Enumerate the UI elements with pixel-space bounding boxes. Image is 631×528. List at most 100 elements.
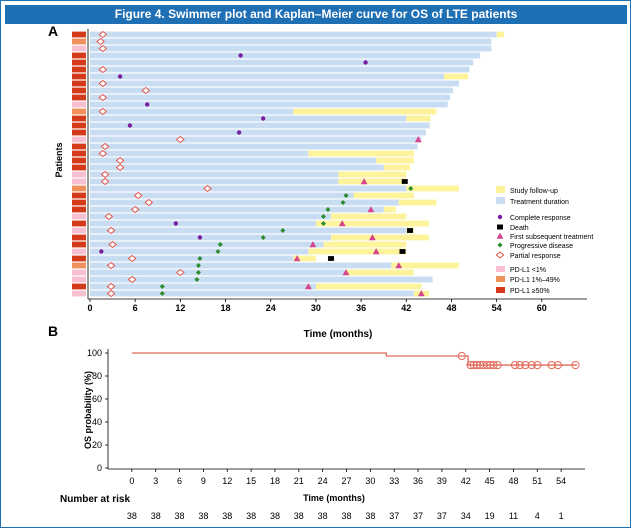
km-censor-mark — [533, 360, 542, 370]
treatment-bar — [90, 262, 392, 269]
complete-response-marker — [173, 221, 179, 226]
km-censor-mark — [493, 360, 502, 370]
first-treatment-marker — [372, 248, 380, 255]
km-y-tick-label: 60 — [92, 394, 102, 404]
km-censor-mark — [466, 360, 475, 370]
pdl1-marker — [72, 220, 86, 227]
complete-response-marker — [197, 235, 203, 240]
swimmer-x-tick-label: 42 — [401, 303, 411, 313]
km-x-tick-label: 48 — [508, 476, 518, 486]
km-survival-line — [131, 352, 578, 366]
risk-count: 37 — [413, 511, 423, 521]
km-y-tick-label: 100 — [87, 348, 102, 358]
first-treatment-marker — [309, 241, 317, 248]
treatment-bar — [90, 290, 414, 297]
treatment-bar — [90, 108, 294, 115]
swimmer-x-tick-label: 24 — [266, 303, 276, 313]
partial-response-marker — [108, 240, 117, 249]
swimmer-y-label: Patients — [54, 142, 64, 177]
km-censor-mark — [547, 360, 556, 370]
km-censor-mark — [515, 360, 524, 370]
progressive-disease-marker — [260, 235, 266, 240]
partial-response-marker — [98, 79, 108, 88]
km-x-tick-label: 3 — [153, 476, 158, 486]
pdl1-marker — [72, 192, 86, 199]
treatment-bar — [90, 241, 324, 248]
progressive-disease-marker — [215, 249, 221, 254]
pdl1-marker — [72, 45, 86, 52]
panel-a-label: A — [48, 23, 58, 39]
first-treatment-marker — [367, 206, 375, 213]
followup-bar — [406, 115, 431, 122]
pdl1-marker — [72, 87, 86, 94]
swimmer-x-tick-label: 6 — [133, 303, 138, 313]
pdl1-marker — [72, 59, 86, 66]
partial-response-marker — [106, 226, 116, 235]
risk-count: 38 — [318, 511, 328, 521]
pdl1-marker — [72, 213, 86, 220]
risk-count: 19 — [485, 511, 495, 521]
followup-bar — [293, 255, 316, 262]
km-x-tick-label: 6 — [177, 476, 182, 486]
km-x-tick-label: 51 — [532, 476, 542, 486]
progressive-disease-marker — [320, 214, 326, 219]
pdl1-marker — [72, 283, 86, 290]
km-y-tick-label: 80 — [92, 371, 102, 381]
treatment-bar — [90, 276, 433, 283]
treatment-bar — [90, 52, 481, 59]
pdl1-marker — [72, 31, 86, 38]
treatment-bar — [90, 31, 497, 38]
pdl1-marker — [72, 157, 86, 164]
km-y-label: OS probability (%) — [83, 371, 93, 449]
pdl1-marker — [72, 143, 86, 150]
swimmer-x-tick-label: 54 — [492, 303, 502, 313]
pdl1-marker — [72, 269, 86, 276]
km-x-tick-label: 54 — [556, 476, 566, 486]
risk-count: 37 — [389, 511, 399, 521]
treatment-bar — [90, 178, 339, 185]
risk-count: 37 — [437, 511, 447, 521]
km-y-tick-label: 20 — [92, 440, 102, 450]
km-x-tick-label: 9 — [201, 476, 206, 486]
treatment-bar — [90, 220, 316, 227]
pdl1-marker — [72, 178, 86, 185]
partial-response-marker — [106, 289, 116, 298]
treatment-bar — [90, 234, 331, 241]
km-x-tick-label: 24 — [318, 476, 328, 486]
progressive-disease-marker — [217, 242, 223, 247]
treatment-bar — [90, 143, 418, 150]
km-x-tick-label: 30 — [365, 476, 375, 486]
treatment-bar — [90, 171, 339, 178]
first-treatment-marker — [338, 220, 346, 227]
treatment-bar — [90, 45, 492, 52]
followup-bar — [346, 269, 414, 276]
pdl1-marker — [72, 248, 86, 255]
legend-swatch — [496, 287, 505, 293]
pdl1-marker — [72, 262, 86, 269]
treatment-bar — [90, 150, 309, 157]
complete-response-marker — [236, 130, 242, 135]
pdl1-marker — [72, 73, 86, 80]
swimmer-x-tick-label: 0 — [87, 303, 92, 313]
partial-response-marker — [96, 37, 105, 46]
risk-count: 38 — [270, 511, 280, 521]
progressive-disease-marker — [340, 200, 346, 205]
followup-bar — [338, 178, 407, 185]
partial-response-marker — [127, 275, 137, 284]
treatment-bar — [90, 185, 407, 192]
treatment-bar — [90, 227, 407, 234]
followup-bar — [308, 150, 414, 157]
risk-count: 11 — [509, 511, 518, 521]
followup-bar — [398, 199, 437, 206]
treatment-bar — [90, 59, 474, 66]
pdl1-marker — [72, 276, 86, 283]
complete-response-marker — [260, 116, 266, 121]
km-censor-mark — [489, 360, 498, 370]
legend-swatch — [496, 186, 505, 193]
death-marker — [327, 256, 334, 261]
legend-label: Partial response — [510, 253, 561, 260]
legend-label: Treatment duration — [510, 199, 569, 206]
km-x-tick-label: 18 — [270, 476, 280, 486]
partial-response-marker — [175, 268, 185, 277]
km-x-tick-label: 27 — [341, 476, 351, 486]
